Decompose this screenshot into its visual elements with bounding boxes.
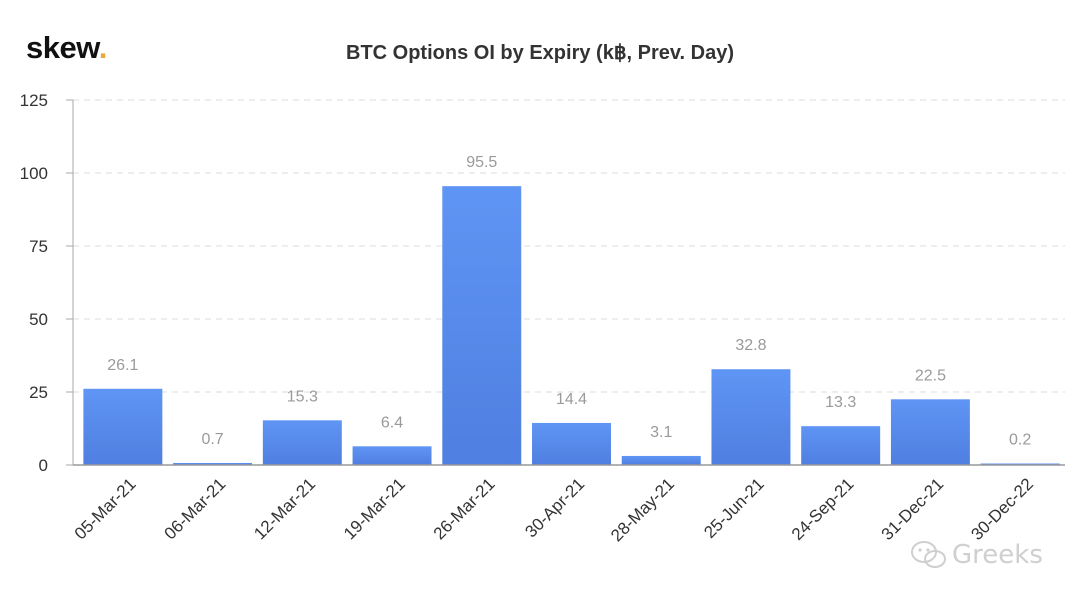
bars xyxy=(83,186,1060,465)
x-tick-label: 19-Mar-21 xyxy=(340,474,409,543)
x-tick-label: 28-May-21 xyxy=(607,474,678,545)
wechat-icon xyxy=(911,541,946,568)
x-tick-label: 30-Apr-21 xyxy=(521,474,588,541)
logo-text: skew xyxy=(26,30,99,65)
y-axis-ticks: 0 25 50 75 100 125 xyxy=(20,91,73,475)
data-label: 6.4 xyxy=(381,414,403,431)
x-tick-label: 24-Sep-21 xyxy=(788,474,858,544)
data-label: 26.1 xyxy=(107,357,138,374)
x-tick-label: 05-Mar-21 xyxy=(71,474,140,543)
gridlines xyxy=(73,99,1065,393)
chart-title: BTC Options OI by Expiry (k฿, Prev. Day) xyxy=(346,42,734,64)
data-label: 0.2 xyxy=(1009,432,1031,449)
x-tick-label: 26-Mar-21 xyxy=(430,474,499,543)
bar xyxy=(442,186,522,465)
watermark: Greeks xyxy=(910,540,1043,570)
x-tick-label: 06-Mar-21 xyxy=(161,474,230,543)
y-tick-label: 25 xyxy=(29,383,48,402)
watermark-text: Greeks xyxy=(952,540,1043,570)
x-tick-label: 25-Jun-21 xyxy=(700,474,768,542)
data-label: 0.7 xyxy=(201,431,223,448)
skew-logo: skew. xyxy=(26,30,107,66)
bar xyxy=(890,399,970,465)
y-tick-label: 125 xyxy=(20,91,48,110)
bar xyxy=(83,388,163,465)
y-tick-label: 100 xyxy=(20,164,48,183)
bar xyxy=(352,446,432,465)
data-labels: 26.1 0.7 15.3 6.4 95.5 14.4 3.1 32.8 13.3 22.5 0.2 xyxy=(107,154,1031,448)
x-tick-label: 12-Mar-21 xyxy=(250,474,319,543)
data-label: 13.3 xyxy=(825,394,856,411)
bar xyxy=(173,462,253,465)
bar xyxy=(711,369,791,465)
y-tick-label: 0 xyxy=(39,456,48,475)
logo-dot: . xyxy=(98,30,108,65)
bar xyxy=(801,426,881,465)
data-label: 32.8 xyxy=(735,337,766,354)
x-axis-ticks: 05-Mar-21 06-Mar-21 12-Mar-21 19-Mar-21 26-M… xyxy=(71,474,1037,545)
data-label: 14.4 xyxy=(556,391,587,408)
data-label: 15.3 xyxy=(287,388,318,405)
bar xyxy=(532,422,611,465)
data-label: 3.1 xyxy=(650,424,672,441)
x-tick-label: 30-Dec-22 xyxy=(967,474,1037,544)
bar xyxy=(621,455,701,465)
bar xyxy=(262,420,342,465)
data-label: 22.5 xyxy=(915,367,946,384)
data-label: 95.5 xyxy=(466,154,497,171)
y-tick-label: 50 xyxy=(29,310,48,329)
y-tick-label: 75 xyxy=(29,237,48,256)
x-tick-label: 31-Dec-21 xyxy=(878,474,948,544)
